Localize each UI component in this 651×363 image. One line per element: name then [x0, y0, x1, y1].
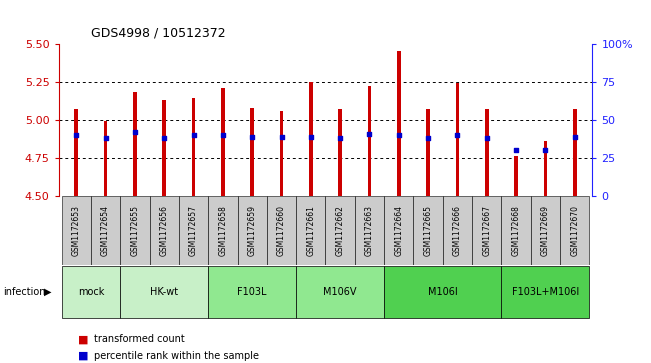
Point [276, 134, 286, 139]
Bar [339, 109, 342, 196]
Text: GSM1172660: GSM1172660 [277, 205, 286, 256]
Text: GSM1172656: GSM1172656 [159, 205, 169, 256]
Bar [251, 107, 254, 196]
Point [130, 129, 140, 135]
Text: infection: infection [3, 287, 46, 297]
Text: GSM1172669: GSM1172669 [541, 205, 550, 256]
Bar [74, 109, 78, 196]
Text: mock: mock [77, 287, 104, 297]
Bar [514, 156, 518, 196]
Text: M106I: M106I [428, 287, 458, 297]
Text: GSM1172663: GSM1172663 [365, 205, 374, 256]
Bar [120, 266, 208, 318]
Point [247, 134, 257, 139]
Text: GSM1172658: GSM1172658 [218, 205, 227, 256]
Bar [150, 196, 179, 265]
Bar [192, 98, 195, 196]
Text: GSM1172654: GSM1172654 [101, 205, 110, 256]
Text: GSM1172657: GSM1172657 [189, 205, 198, 256]
Text: GSM1172661: GSM1172661 [307, 205, 315, 256]
Bar [62, 196, 91, 265]
Point [452, 132, 463, 138]
Bar [280, 111, 283, 196]
Bar [208, 266, 296, 318]
Bar [501, 196, 531, 265]
Text: ■: ■ [78, 351, 89, 361]
Text: ▶: ▶ [44, 287, 52, 297]
Point [540, 147, 551, 153]
Text: GSM1172670: GSM1172670 [570, 205, 579, 256]
Point [423, 135, 434, 141]
Point [570, 134, 580, 139]
Text: HK-wt: HK-wt [150, 287, 178, 297]
Text: ■: ■ [78, 334, 89, 344]
Bar [560, 196, 589, 265]
Bar [531, 196, 560, 265]
Bar [309, 82, 312, 196]
Bar [485, 109, 489, 196]
Bar [238, 196, 267, 265]
Bar [501, 266, 589, 318]
Bar [573, 109, 577, 196]
Point [482, 135, 492, 141]
Bar [162, 100, 166, 196]
Text: F103L: F103L [238, 287, 267, 297]
Bar [120, 196, 150, 265]
Text: GSM1172655: GSM1172655 [130, 205, 139, 256]
Text: GSM1172668: GSM1172668 [512, 205, 521, 256]
Text: GSM1172653: GSM1172653 [72, 205, 81, 256]
Text: GSM1172659: GSM1172659 [247, 205, 256, 256]
Text: GSM1172662: GSM1172662 [336, 205, 344, 256]
Bar [472, 196, 501, 265]
Point [335, 135, 346, 141]
Text: GSM1172664: GSM1172664 [395, 205, 404, 256]
Bar [221, 88, 225, 196]
Point [100, 135, 111, 141]
Bar [384, 196, 413, 265]
Text: transformed count: transformed count [94, 334, 185, 344]
Text: M106V: M106V [324, 287, 357, 297]
Bar [296, 196, 326, 265]
Bar [267, 196, 296, 265]
Bar [104, 121, 107, 196]
Point [159, 135, 169, 141]
Bar [426, 109, 430, 196]
Bar [326, 196, 355, 265]
Point [71, 132, 81, 138]
Bar [296, 266, 384, 318]
Text: GSM1172667: GSM1172667 [482, 205, 492, 256]
Point [188, 132, 199, 138]
Bar [208, 196, 238, 265]
Bar [91, 196, 120, 265]
Text: GSM1172666: GSM1172666 [453, 205, 462, 256]
Bar [456, 83, 459, 196]
Text: percentile rank within the sample: percentile rank within the sample [94, 351, 259, 361]
Bar [397, 51, 400, 196]
Bar [133, 92, 137, 196]
Point [511, 147, 521, 153]
Text: GSM1172665: GSM1172665 [424, 205, 433, 256]
Point [217, 132, 228, 138]
Bar [443, 196, 472, 265]
Bar [355, 196, 384, 265]
Point [394, 132, 404, 138]
Text: F103L+M106I: F103L+M106I [512, 287, 579, 297]
Bar [368, 86, 371, 196]
Bar [62, 266, 120, 318]
Bar [413, 196, 443, 265]
Bar [384, 266, 501, 318]
Text: GDS4998 / 10512372: GDS4998 / 10512372 [91, 27, 226, 40]
Bar [544, 141, 547, 196]
Point [305, 134, 316, 139]
Point [365, 131, 375, 136]
Bar [179, 196, 208, 265]
